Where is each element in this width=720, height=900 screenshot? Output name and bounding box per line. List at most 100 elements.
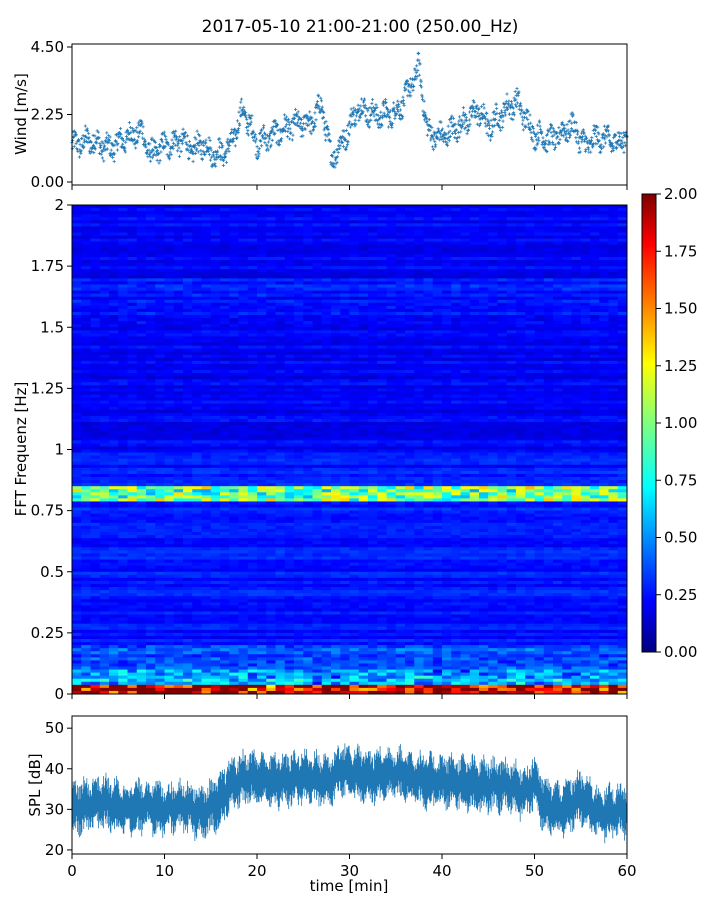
heatmap-cell — [349, 211, 360, 215]
heatmap-cell — [543, 214, 554, 218]
heatmap-cell — [599, 305, 609, 310]
heatmap-cell — [432, 382, 443, 386]
heatmap-cell — [146, 409, 156, 414]
heatmap-cell — [460, 238, 471, 243]
heatmap-cell — [303, 311, 313, 316]
heatmap-cell — [238, 425, 249, 429]
heatmap-cell — [432, 305, 443, 310]
heatmap-cell — [543, 229, 554, 233]
heatmap-cell — [164, 217, 175, 221]
heatmap-cell — [386, 382, 397, 386]
heatmap-cell — [469, 287, 480, 291]
heatmap-cell — [81, 272, 91, 276]
heatmap-cell — [617, 431, 628, 435]
heatmap-cell — [164, 315, 175, 319]
heatmap-cell — [321, 421, 332, 426]
heatmap-cell — [136, 232, 147, 236]
heatmap-cell — [488, 217, 498, 221]
heatmap-cell — [506, 354, 517, 359]
heatmap-cell — [386, 235, 397, 240]
heatmap-cell — [81, 269, 91, 273]
heatmap-cell — [599, 388, 609, 392]
heatmap-cell — [599, 431, 609, 435]
heatmap-cell — [571, 266, 582, 270]
heatmap-cell — [155, 357, 165, 362]
heatmap-cell — [423, 244, 434, 249]
heatmap-cell — [497, 388, 508, 392]
heatmap-cell — [238, 284, 249, 288]
heatmap-cell — [460, 385, 471, 389]
heatmap-cell — [294, 452, 304, 457]
heatmap-cell — [358, 391, 369, 395]
heatmap-cell — [349, 293, 360, 298]
heatmap-cell — [99, 311, 110, 316]
heatmap-cell — [469, 238, 480, 243]
heatmap-cell — [90, 269, 101, 273]
heatmap-cell — [247, 278, 258, 282]
heatmap-cell — [414, 388, 424, 392]
heatmap-cell — [99, 324, 110, 328]
heatmap-cell — [442, 409, 452, 414]
heatmap-cell — [321, 302, 332, 307]
heatmap-cell — [386, 208, 397, 212]
heatmap-cell — [451, 220, 461, 224]
heatmap-cell — [516, 333, 526, 337]
heatmap-cell — [488, 235, 498, 240]
heatmap-cell — [488, 302, 498, 307]
heatmap-cell — [349, 250, 360, 255]
heatmap-cell — [543, 278, 554, 282]
heatmap-cell — [451, 229, 461, 233]
heatmap-cell — [340, 354, 350, 359]
heatmap-cell — [183, 403, 193, 408]
heatmap-cell — [599, 409, 609, 414]
heatmap-cell — [266, 354, 276, 359]
heatmap-cell — [543, 284, 554, 288]
heatmap-cell — [497, 351, 508, 356]
heatmap-cell — [423, 327, 434, 331]
heatmap-cell — [451, 211, 461, 215]
heatmap-cell — [173, 266, 184, 270]
heatmap-cell — [368, 235, 378, 240]
heatmap-cell — [340, 241, 350, 246]
heatmap-cell — [423, 232, 434, 236]
heatmap-cell — [340, 238, 350, 243]
heatmap-cell — [553, 275, 563, 279]
heatmap-cell — [451, 296, 461, 301]
heatmap-cell — [405, 397, 415, 401]
heatmap-cell — [516, 315, 526, 319]
heatmap-cell — [414, 385, 424, 389]
heatmap-cell — [127, 205, 138, 209]
heatmap-cell — [358, 327, 369, 331]
heatmap-cell — [294, 428, 304, 432]
heatmap-cell — [220, 318, 230, 322]
heatmap-cell — [118, 324, 128, 328]
heatmap-cell — [109, 385, 119, 389]
heatmap-cell — [608, 290, 619, 295]
heatmap-cell — [506, 275, 517, 279]
heatmap-cell — [405, 293, 415, 298]
heatmap-cell — [358, 208, 369, 212]
heatmap-cell — [562, 406, 572, 411]
heatmap-cell — [90, 434, 101, 438]
heatmap-cell — [81, 208, 91, 212]
heatmap-cell — [516, 250, 526, 255]
wind-point-markers — [70, 51, 629, 169]
heatmap-cell — [210, 394, 221, 398]
heatmap-cell — [580, 446, 591, 450]
heatmap-cell — [99, 345, 110, 350]
heatmap-cell — [294, 354, 304, 359]
heatmap-cell — [580, 256, 591, 261]
heatmap-cell — [377, 434, 387, 438]
heatmap-cell — [368, 214, 378, 218]
heatmap-cell — [617, 217, 628, 221]
heatmap-cell — [405, 428, 415, 432]
heatmap-cell — [479, 412, 489, 417]
heatmap-cell — [543, 217, 554, 221]
heatmap-cell — [405, 205, 415, 209]
heatmap-cell — [442, 425, 452, 429]
heatmap-cell — [192, 256, 202, 261]
heatmap-cell — [571, 244, 582, 249]
heatmap-cell — [266, 437, 276, 441]
heatmap-cell — [229, 437, 239, 441]
heatmap-cell — [506, 333, 517, 337]
